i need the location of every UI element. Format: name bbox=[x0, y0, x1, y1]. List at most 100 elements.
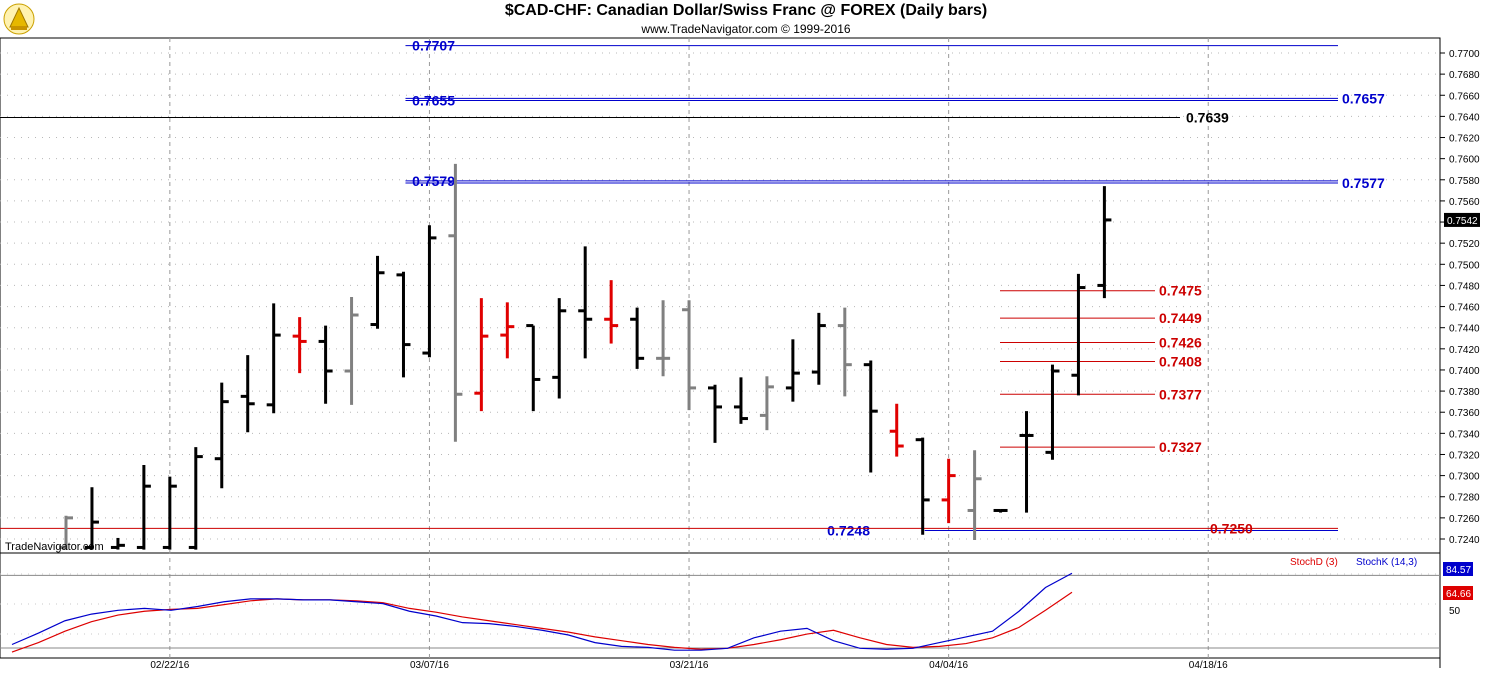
price-tick-label: 0.7440 bbox=[1449, 324, 1480, 335]
ohlc-bar bbox=[136, 465, 151, 550]
fib-label: 0.7377 bbox=[1159, 386, 1202, 402]
ohlc-bar bbox=[474, 298, 489, 412]
level-label: 0.7577 bbox=[1342, 175, 1385, 191]
ohlc-bar bbox=[318, 325, 333, 404]
ohlc-bar bbox=[292, 317, 307, 374]
fib-label: 0.7408 bbox=[1159, 354, 1202, 370]
fib-label: 0.7426 bbox=[1159, 334, 1202, 350]
ohlc-bar bbox=[630, 307, 645, 369]
ohlc-bar bbox=[240, 355, 255, 433]
price-tick-label: 0.7280 bbox=[1449, 493, 1480, 504]
ohlc-bar bbox=[708, 384, 722, 443]
last-price-label: 0.7542 bbox=[1447, 216, 1478, 227]
price-tick-label: 0.7320 bbox=[1449, 450, 1480, 461]
price-tick-label: 0.7640 bbox=[1449, 112, 1480, 123]
stochastic-panel: StochD (3) StochK (14,3) 84.57 64.66 50 bbox=[11, 557, 1473, 653]
ohlc-bar bbox=[811, 312, 826, 385]
ohlc-bar bbox=[837, 307, 852, 397]
title-bar: $CAD-CHF: Canadian Dollar/Swiss Franc @ … bbox=[0, 0, 1492, 38]
stoch-d-value: 64.66 bbox=[1446, 589, 1471, 600]
stoch-k-value-tag bbox=[1443, 562, 1473, 576]
ohlc-bar bbox=[344, 297, 359, 405]
date-tick-label: 02/22/16 bbox=[150, 660, 189, 671]
fib-label: 0.7327 bbox=[1159, 439, 1202, 455]
price-tick-label: 0.7680 bbox=[1449, 70, 1480, 81]
stoch-k-value: 84.57 bbox=[1446, 565, 1471, 576]
ohlc-bar bbox=[1097, 186, 1112, 299]
ohlc-bar bbox=[84, 487, 99, 550]
price-tick-label: 0.7360 bbox=[1449, 408, 1480, 419]
stoch-k-legend: StochK (14,3) bbox=[1356, 557, 1417, 568]
price-tick-label: 0.7240 bbox=[1449, 535, 1480, 546]
ohlc-bar bbox=[578, 246, 593, 359]
level-label: 0.7707 bbox=[412, 38, 455, 54]
ohlc-bar bbox=[604, 280, 619, 344]
ohlc-bar bbox=[422, 225, 437, 358]
fib-label: 0.7449 bbox=[1159, 310, 1202, 326]
level-label: 0.7657 bbox=[1342, 90, 1385, 106]
price-axis: 0.7700 0.7680 0.7660 0.7640 0.7620 0.7600 0.75… bbox=[1440, 49, 1480, 546]
ohlc-bar bbox=[889, 403, 904, 457]
ohlc-bar bbox=[162, 476, 177, 550]
level-label: 0.7248 bbox=[827, 523, 870, 539]
ohlc-bars bbox=[59, 163, 1112, 550]
stochastic-panel-frame bbox=[0, 552, 1441, 659]
ohlc-bar bbox=[448, 163, 463, 442]
price-tick-label: 0.7420 bbox=[1449, 345, 1480, 356]
ohlc-bar bbox=[863, 360, 878, 473]
ohlc-bar bbox=[967, 450, 982, 541]
ohlc-bar bbox=[500, 302, 515, 359]
ohlc-bar bbox=[1019, 411, 1034, 513]
date-tick-label: 04/18/16 bbox=[1189, 660, 1228, 671]
watermark: TradeNavigator.com bbox=[5, 541, 104, 553]
level-lines: 0.7707 0.7655 0.7657 0.7639 0.7579 0.7577 0.72… bbox=[0, 38, 1385, 539]
price-tick-label: 0.7600 bbox=[1449, 155, 1480, 166]
price-tick-label: 0.7460 bbox=[1449, 303, 1480, 314]
stoch-mid-label: 50 bbox=[1449, 606, 1461, 617]
price-tick-label: 0.7400 bbox=[1449, 366, 1480, 377]
ohlc-bar bbox=[110, 537, 125, 550]
ohlc-bar bbox=[682, 300, 697, 411]
chart-grid bbox=[0, 37, 1441, 668]
ohlc-bar bbox=[759, 376, 774, 431]
ohlc-bar bbox=[266, 303, 281, 414]
ohlc-bar bbox=[1045, 364, 1060, 460]
price-tick-label: 0.7380 bbox=[1449, 387, 1480, 398]
ohlc-bar bbox=[656, 300, 671, 377]
fib-label: 0.7475 bbox=[1159, 283, 1202, 299]
price-tick-label: 0.7500 bbox=[1449, 260, 1480, 271]
level-label: 0.7639 bbox=[1186, 109, 1229, 125]
ohlc-bar bbox=[915, 437, 930, 535]
ohlc-bar bbox=[526, 324, 541, 412]
trade-navigator-logo-icon bbox=[3, 3, 35, 35]
ohlc-bar bbox=[733, 377, 748, 424]
ohlc-bar bbox=[396, 271, 411, 378]
ohlc-bar bbox=[188, 447, 203, 550]
price-tick-label: 0.7580 bbox=[1449, 176, 1480, 187]
ohlc-bar bbox=[941, 458, 956, 524]
ohlc-bar bbox=[1071, 273, 1086, 396]
last-price-tag bbox=[1444, 212, 1480, 227]
price-tick-label: 0.7660 bbox=[1449, 91, 1480, 102]
date-axis: 02/22/16 03/07/16 03/21/16 04/04/16 04/18/16 bbox=[150, 660, 1228, 671]
price-tick-label: 0.7300 bbox=[1449, 472, 1480, 483]
ohlc-bar bbox=[785, 339, 800, 402]
chart-subtitle: www.TradeNavigator.com © 1999-2016 bbox=[641, 22, 851, 36]
price-tick-label: 0.7260 bbox=[1449, 514, 1480, 525]
price-tick-label: 0.7560 bbox=[1449, 197, 1480, 208]
price-tick-label: 0.7520 bbox=[1449, 239, 1480, 250]
ohlc-bar bbox=[552, 298, 567, 399]
date-tick-label: 03/07/16 bbox=[410, 660, 449, 671]
level-label: 0.7579 bbox=[412, 173, 455, 189]
date-tick-label: 04/04/16 bbox=[929, 660, 968, 671]
level-label: 0.7250 bbox=[1210, 520, 1253, 536]
stoch-d-value-tag bbox=[1443, 586, 1473, 600]
date-tick-label: 03/21/16 bbox=[670, 660, 709, 671]
price-tick-label: 0.7480 bbox=[1449, 281, 1480, 292]
ohlc-bar bbox=[214, 382, 229, 489]
price-tick-label: 0.7700 bbox=[1449, 49, 1480, 60]
level-label: 0.7655 bbox=[412, 93, 455, 109]
price-tick-label: 0.7620 bbox=[1449, 134, 1480, 145]
stoch-k-line bbox=[11, 572, 1073, 651]
